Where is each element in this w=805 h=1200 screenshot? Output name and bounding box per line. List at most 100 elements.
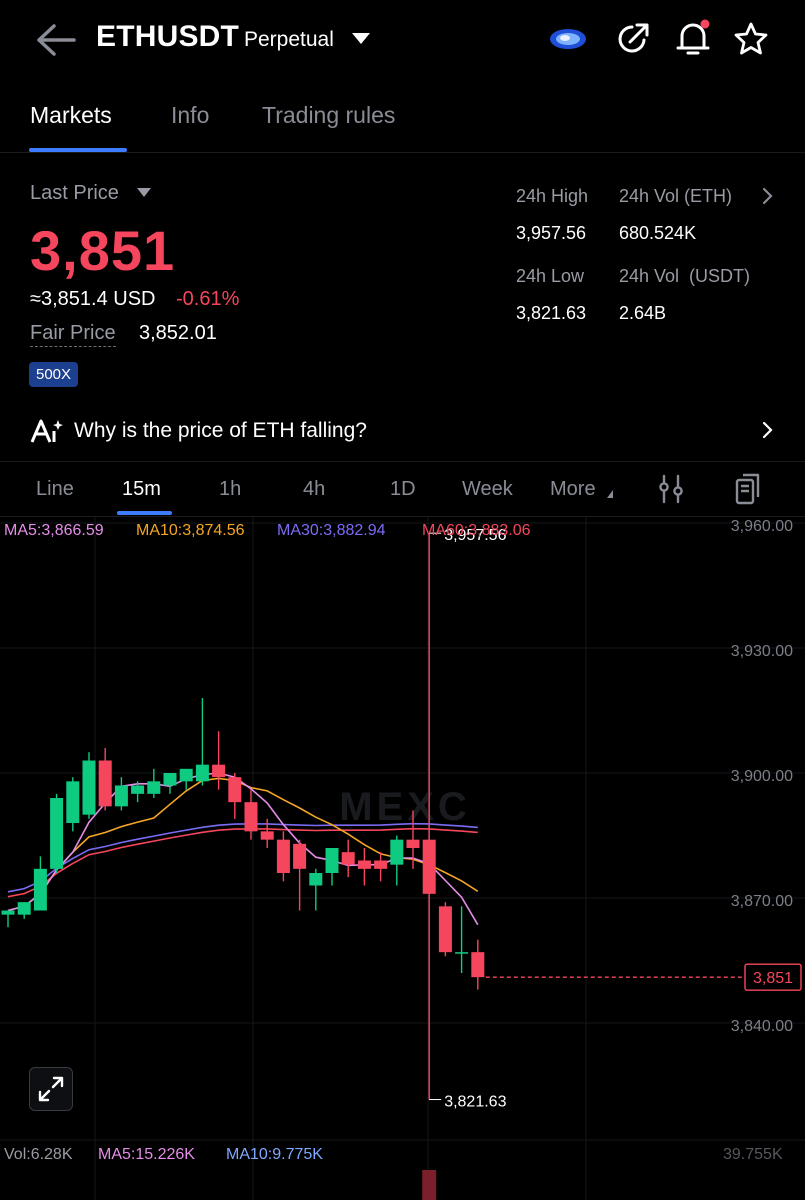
active-interval-indicator [117, 511, 172, 515]
current-price-tag-label: 3,851 [753, 970, 793, 987]
chevron-right-icon[interactable] [760, 420, 774, 440]
divider [0, 461, 805, 462]
watermark: MEXC [339, 785, 471, 829]
active-tab-indicator [29, 148, 127, 152]
candlestick-chart[interactable]: 3,960.00 3,930.00 3,900.00 3,870.00 3,840.00… [0, 517, 805, 1200]
interval-1d[interactable]: 1D [390, 478, 416, 500]
candle-body [309, 873, 323, 886]
candle-body [66, 781, 80, 823]
candle-body [357, 860, 371, 869]
candle-body [341, 852, 355, 865]
candle-body [179, 768, 193, 782]
ai-insight-icon[interactable] [30, 418, 64, 444]
volume-ma10-label: MA10:9.775K [226, 1146, 323, 1163]
vol-usdt-label: 24h Vol (USDT) [619, 266, 751, 286]
high-24h-value: 3,957.56 [516, 223, 587, 243]
interval-1h[interactable]: 1h [219, 478, 242, 500]
candle-body [438, 906, 452, 953]
candle-body [212, 764, 226, 778]
candle-body [50, 798, 64, 869]
interval-week[interactable]: Week [462, 478, 513, 500]
interval-more[interactable]: More [550, 478, 596, 500]
y-tick-label: 3,870.00 [731, 893, 793, 910]
candle-body [114, 785, 128, 807]
candle-body [147, 781, 161, 794]
chevron-right-icon[interactable] [760, 186, 774, 206]
exchange-logo-icon[interactable] [548, 26, 588, 52]
contract-type[interactable]: Perpetual [244, 28, 334, 51]
fair-price-value: 3,852.01 [139, 322, 217, 344]
y-tick-label: 3,840.00 [731, 1018, 793, 1035]
candle-body [33, 868, 47, 911]
tab-markets[interactable]: Markets [30, 102, 112, 128]
interval-line[interactable]: Line [36, 478, 74, 500]
interval-4h[interactable]: 4h [303, 478, 326, 500]
back-arrow-icon[interactable] [34, 22, 78, 58]
candle-body [82, 760, 96, 815]
volume-axis-label: 39.755K [723, 1146, 783, 1163]
vol-usdt-value: 2.64B [619, 303, 667, 323]
caret-down-icon[interactable] [352, 33, 370, 44]
ma5-legend: MA5:3,866.59 [4, 522, 104, 539]
candle-body [1, 910, 15, 915]
tab-info[interactable]: Info [171, 102, 210, 128]
fullscreen-button[interactable] [29, 1067, 73, 1111]
candle-body [163, 773, 177, 786]
candle-body [244, 802, 258, 832]
expand-icon [38, 1076, 64, 1102]
symbol-title[interactable]: ETHUSDT [96, 20, 240, 53]
candle-body [260, 831, 274, 840]
caret-icon[interactable] [607, 490, 613, 498]
candle-body [195, 764, 209, 782]
ma60-line [7, 827, 478, 898]
indicator-settings-icon[interactable] [656, 473, 686, 505]
ma10-legend: MA10:3,874.56 [136, 522, 245, 539]
high-24h-label: 24h High [516, 186, 589, 206]
volume-label: Vol:6.28K [4, 1146, 73, 1163]
clipboard-icon[interactable] [732, 472, 764, 506]
low-marker-label: 3,821.63 [444, 1094, 506, 1111]
top-bar: ETHUSDT Perpetual [0, 0, 805, 80]
share-icon[interactable] [614, 20, 652, 58]
high-marker-label: 3,957.56 [444, 527, 506, 544]
divider [0, 152, 805, 153]
ma30-legend: MA30:3,882.94 [277, 522, 386, 539]
candle-body [455, 952, 469, 954]
bell-icon[interactable] [674, 18, 712, 58]
volume-bar [422, 1170, 437, 1200]
candle-body [17, 902, 31, 915]
fair-price-label[interactable]: Fair Price [30, 322, 116, 347]
candle-body [228, 777, 242, 803]
candle-body [471, 952, 485, 978]
y-tick-label: 3,960.00 [731, 518, 793, 535]
interval-15m[interactable]: 15m [122, 478, 161, 500]
news-headline-link[interactable]: Why is the price of ETH falling? [74, 419, 367, 442]
candle-body [293, 843, 307, 869]
last-price: 3,851 [30, 219, 176, 282]
tab-trading-rules[interactable]: Trading rules [262, 102, 396, 128]
candle-body [131, 785, 145, 794]
candle-body [406, 839, 420, 848]
candle-body [276, 839, 290, 873]
current-price-tag [744, 963, 802, 991]
vol-eth-value: 680.524K [619, 223, 697, 243]
caret-down-icon[interactable] [137, 188, 151, 197]
low-24h-label: 24h Low [516, 266, 585, 286]
ma60-legend: MA60:3,883.06 [422, 522, 531, 539]
price-change: -0.61% [176, 288, 240, 310]
candle-body [325, 848, 339, 873]
volume-ma5-label: MA5:15.226K [98, 1146, 195, 1163]
y-tick-label: 3,900.00 [731, 768, 793, 785]
candle-body [374, 860, 388, 869]
divider [0, 516, 805, 517]
candle-body [422, 839, 436, 894]
ma30-line [7, 822, 478, 893]
leverage-badge: 500X [29, 362, 79, 387]
low-24h-value: 3,821.63 [516, 303, 587, 323]
candle-body [98, 760, 112, 807]
usd-equivalent: ≈3,851.4 USD [30, 288, 156, 310]
last-price-label[interactable]: Last Price [30, 182, 119, 204]
star-icon[interactable] [732, 20, 770, 58]
vol-eth-label: 24h Vol (ETH) [619, 186, 733, 206]
y-tick-label: 3,930.00 [731, 643, 793, 660]
